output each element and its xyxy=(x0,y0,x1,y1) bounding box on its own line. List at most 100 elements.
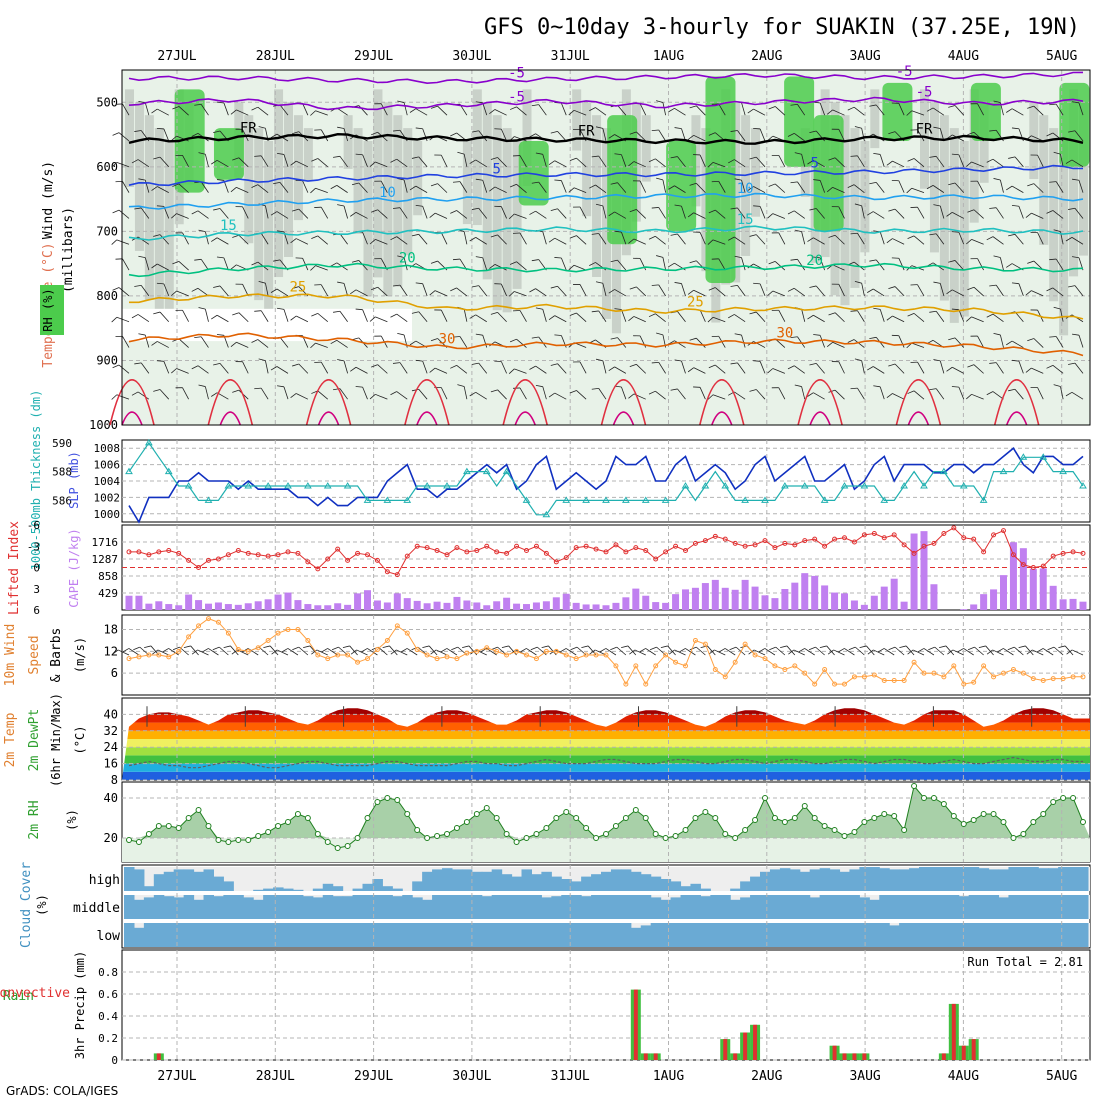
wind-barb-feather xyxy=(966,161,972,167)
cloud-cell xyxy=(253,923,264,947)
cloud-cell xyxy=(809,923,821,947)
cloud-cell xyxy=(819,895,831,919)
wind-barb-feather xyxy=(728,236,735,241)
wind-barb xyxy=(834,157,845,168)
rh-marker xyxy=(801,803,808,809)
wind-barb-feather xyxy=(628,161,635,167)
surface-wind-barb-feather xyxy=(939,645,947,649)
surface-wind-barb-feather xyxy=(827,649,834,655)
wind-barb xyxy=(715,209,726,219)
cloud-cell xyxy=(581,923,592,947)
wind-barb-feather xyxy=(629,209,637,213)
wind-barb xyxy=(396,158,408,168)
cape-bar xyxy=(344,604,352,610)
wind-barb-feather xyxy=(749,156,757,160)
cloud-cell xyxy=(451,895,463,919)
rh-marker xyxy=(911,783,918,789)
wind-barb xyxy=(538,104,547,116)
cloud-cell xyxy=(332,886,344,891)
wind-barb xyxy=(514,213,527,219)
wind-barb-feather xyxy=(371,364,378,368)
wind-barb-feather xyxy=(452,258,461,261)
surface-wind-barb-feather xyxy=(390,649,397,655)
wind-barb xyxy=(178,338,189,348)
cloud-cell xyxy=(551,876,562,891)
precip-convective-bar xyxy=(941,1053,946,1060)
wind-barb-feather xyxy=(707,316,714,323)
surface-wind-barb xyxy=(934,646,945,656)
rh-2m-axis-label: 2m RH xyxy=(27,800,42,839)
wind-barb xyxy=(118,132,130,142)
wind-barb-feather xyxy=(430,105,438,109)
cloud-cell xyxy=(839,871,850,891)
cloud-cell xyxy=(561,879,572,891)
wind-barb-feather xyxy=(608,366,615,372)
cape-bar xyxy=(205,603,212,610)
wind-barb-feather xyxy=(535,307,543,310)
wind-barb-feather xyxy=(951,386,959,388)
wind-barb-feather xyxy=(986,313,994,318)
rh-marker xyxy=(265,829,272,835)
wind-barb xyxy=(140,285,150,297)
cape-bar xyxy=(642,595,650,610)
cloud-cell xyxy=(312,897,324,919)
wind-speed-marker xyxy=(206,616,211,622)
wind-barb-feather xyxy=(670,156,678,159)
wind-barb xyxy=(459,336,468,348)
surface-wind-barb-feather xyxy=(271,649,278,655)
cape-bar xyxy=(453,596,461,610)
isotherm-label: 5 xyxy=(810,156,818,172)
wind-barb xyxy=(712,316,726,323)
cape-bar xyxy=(970,604,978,610)
wind-barb-feather xyxy=(888,363,896,367)
cloud-cell xyxy=(461,895,473,919)
wind-barb xyxy=(276,366,289,374)
wind-barb xyxy=(973,286,984,297)
wind-barb xyxy=(715,287,726,297)
wind-barb xyxy=(176,368,189,374)
cloud-cell xyxy=(312,923,324,947)
wind-barb-feather xyxy=(989,207,997,209)
wind-barb xyxy=(336,339,348,348)
wind-barb-feather xyxy=(112,364,120,369)
date-label-bottom: 2AUG xyxy=(751,1069,782,1084)
wind-speed-marker xyxy=(712,667,718,673)
wind-barb-feather xyxy=(430,260,438,264)
cloud-cell xyxy=(640,925,652,947)
wind-barb-feather xyxy=(734,333,742,336)
wind-barb-feather xyxy=(1011,127,1019,130)
cloud-cell xyxy=(769,923,781,947)
cloud-cell xyxy=(203,895,214,919)
cloud-cell xyxy=(581,896,592,919)
wind-barb-feather xyxy=(171,368,177,374)
cape-bar xyxy=(532,602,540,610)
wind-barb-feather xyxy=(134,362,142,365)
wind-barb-feather xyxy=(191,210,199,215)
wind-barb-feather xyxy=(1006,340,1013,346)
surface-wind-barb-feather xyxy=(430,649,437,655)
wind-barb-feather xyxy=(933,126,941,129)
precip-convective-bar xyxy=(852,1053,857,1060)
isotherm-label: 30 xyxy=(439,331,456,347)
wind-barb xyxy=(621,231,627,245)
wind-barb-feather xyxy=(948,182,956,186)
wind-barb xyxy=(898,180,905,193)
li-marker xyxy=(404,553,410,559)
cloud-cell xyxy=(422,899,433,919)
li-marker xyxy=(673,543,679,549)
rh-gray-region xyxy=(840,115,850,306)
wind-barb-feather xyxy=(330,339,338,345)
cloud-cell xyxy=(899,923,910,947)
wind-barb-feather xyxy=(967,131,975,136)
wind-barb-feather xyxy=(610,259,618,263)
precip-total-label: Total / Rain xyxy=(0,989,34,1004)
surface-wind-barb-feather xyxy=(162,648,169,653)
cloud-cell xyxy=(451,869,463,891)
wind-barb-feather xyxy=(1006,108,1013,113)
cloud-cell xyxy=(382,886,393,891)
wind-barb-feather xyxy=(390,391,397,396)
wind-barb xyxy=(302,180,309,193)
cloud-cell xyxy=(660,879,672,891)
wind-barb xyxy=(759,206,766,219)
rh-gray-region xyxy=(343,115,353,169)
